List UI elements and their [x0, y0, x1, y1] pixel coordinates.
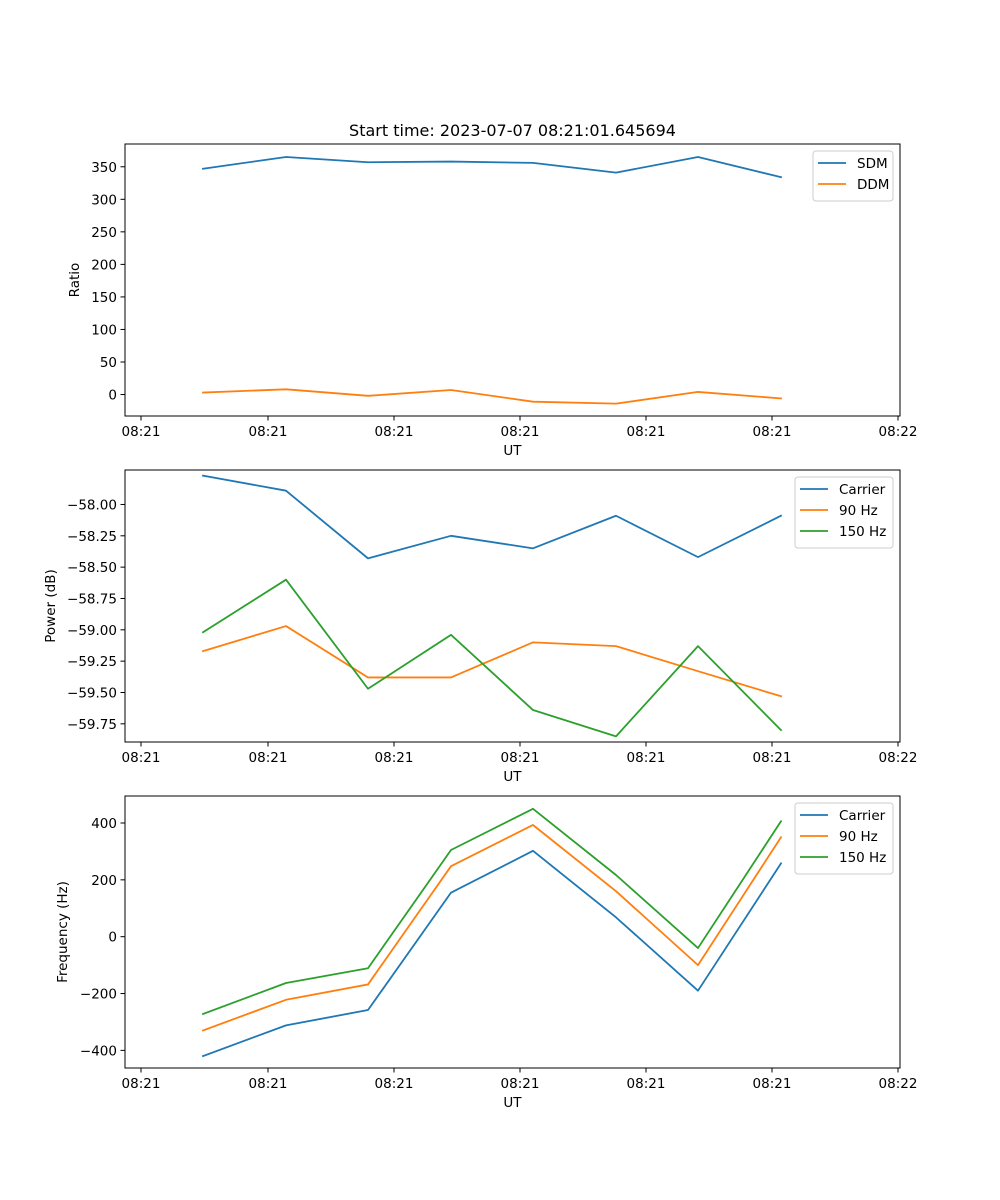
y-tick-label: 400: [91, 816, 117, 832]
x-tick-label: 08:22: [879, 1076, 918, 1092]
y-tick-label: −58.00: [67, 497, 117, 513]
x-axis-label: UT: [503, 769, 522, 785]
y-axis-label: Ratio: [67, 263, 83, 298]
x-tick-label: 08:22: [879, 750, 918, 766]
chart-panel-3: 08:21 08:21 08:21 08:21 08:21 08:21 08:22 UT −40…: [55, 795, 918, 1111]
series-line-carrier: [201, 849, 783, 1058]
y-tick-label: 200: [91, 873, 117, 889]
series-line-carrier: [201, 474, 783, 560]
y-axis-label: Frequency (Hz): [55, 881, 71, 983]
y-tick-label: 350: [91, 160, 117, 176]
legend: SDM DDM: [812, 150, 894, 202]
chart-title: Start time: 2023-07-07 08:21:01.645694: [349, 121, 676, 140]
legend-entry: Carrier: [839, 808, 886, 824]
x-tick-label: 08:21: [249, 750, 288, 766]
y-tick-label: 300: [91, 192, 117, 208]
x-tick-label: 08:21: [122, 1076, 161, 1092]
x-tick-label: 08:21: [753, 1076, 792, 1092]
x-tick-label: 08:21: [375, 424, 414, 440]
chart-panel-2: 08:21 08:21 08:21 08:21 08:21 08:21 08:22 UT −58…: [43, 469, 918, 785]
x-axis-label: UT: [503, 443, 522, 459]
series-line-90-hz: [201, 625, 783, 698]
x-tick-label: 08:21: [501, 750, 540, 766]
x-tick-label: 08:21: [122, 750, 161, 766]
x-tick-label: 08:21: [753, 424, 792, 440]
legend-entry: Carrier: [839, 482, 886, 498]
y-tick-label: −200: [80, 987, 117, 1003]
y-tick-label: 100: [91, 322, 117, 338]
legend-entry: 90 Hz: [839, 829, 878, 845]
x-tick-label: 08:21: [501, 424, 540, 440]
chart-panel-1: 08:21 08:21 08:21 08:21 08:21 08:21 08:22 UT 0 50…: [67, 143, 918, 459]
series-line-90-hz: [201, 824, 783, 1032]
legend-entry: 90 Hz: [839, 503, 878, 519]
axes-frame: [124, 143, 901, 417]
legend-entry: 150 Hz: [839, 850, 886, 866]
y-tick-label: 250: [91, 225, 117, 241]
x-tick-label: 08:21: [501, 1076, 540, 1092]
y-tick-label: 50: [100, 355, 117, 371]
y-tick-label: −59.50: [67, 685, 117, 701]
y-tick-label: 0: [108, 388, 117, 404]
x-tick-label: 08:22: [879, 424, 918, 440]
y-tick-label: −58.75: [67, 591, 117, 607]
series-line-150-hz: [201, 578, 783, 738]
y-tick-label: −59.00: [67, 623, 117, 639]
legend-entry: 150 Hz: [839, 524, 886, 540]
series-line-150-hz: [201, 807, 783, 1016]
x-tick-label: 08:21: [249, 424, 288, 440]
series-line-ddm: [202, 388, 782, 405]
x-tick-label: 08:21: [753, 750, 792, 766]
x-tick-label: 08:21: [249, 1076, 288, 1092]
y-tick-label: −59.25: [67, 654, 117, 670]
y-tick-label: −58.50: [67, 560, 117, 576]
axes-frame: [124, 469, 901, 743]
x-tick-label: 08:21: [375, 1076, 414, 1092]
x-axis-label: UT: [503, 1095, 522, 1111]
y-tick-label: −400: [80, 1043, 117, 1059]
legend-entry: SDM: [857, 156, 888, 172]
y-tick-label: −58.25: [67, 529, 117, 545]
x-tick-label: 08:21: [627, 750, 666, 766]
series-line-sdm: [201, 156, 783, 179]
legend: Carrier 90 Hz 150 Hz: [794, 476, 894, 549]
y-tick-label: 150: [91, 290, 117, 306]
y-tick-label: 0: [108, 930, 117, 946]
y-tick-label: 200: [91, 257, 117, 273]
x-tick-label: 08:21: [627, 424, 666, 440]
x-tick-label: 08:21: [627, 1076, 666, 1092]
axes-frame: [124, 795, 901, 1069]
x-tick-label: 08:21: [375, 750, 414, 766]
legend: Carrier 90 Hz 150 Hz: [794, 802, 894, 875]
legend-entry: DDM: [857, 177, 889, 193]
x-tick-label: 08:21: [122, 424, 161, 440]
y-axis-label: Power (dB): [43, 569, 59, 642]
y-tick-label: −59.75: [67, 717, 117, 733]
